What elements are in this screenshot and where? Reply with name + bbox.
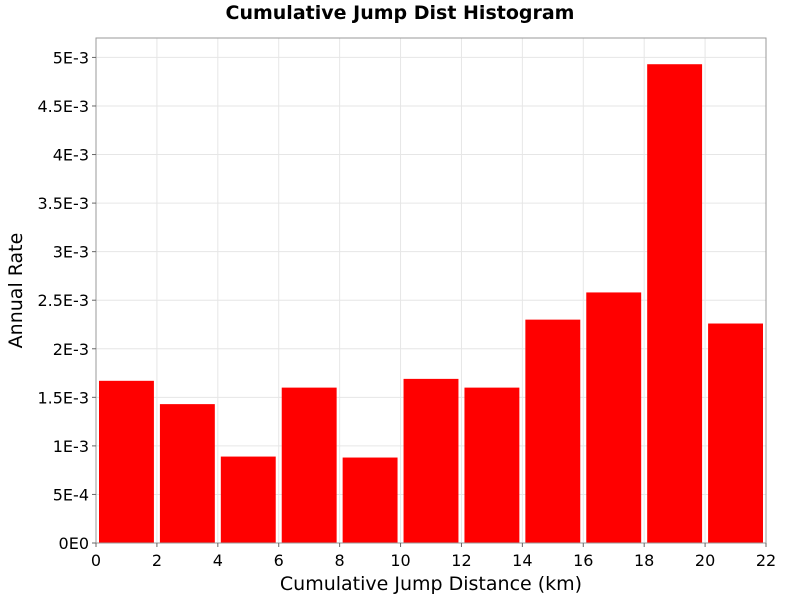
x-axis-ticks: 0 2 4 6 8 10 12 14 16 18 20 22 xyxy=(91,543,776,570)
y-tick-label: 3.5E-3 xyxy=(37,194,89,213)
x-tick-label: 6 xyxy=(274,551,284,570)
y-tick-label: 2.5E-3 xyxy=(37,291,89,310)
y-tick-label: 5E-4 xyxy=(53,485,89,504)
bars xyxy=(99,64,763,543)
y-tick-label: 5E-3 xyxy=(53,48,89,67)
y-tick-label: 3E-3 xyxy=(53,243,89,262)
histogram-bar xyxy=(99,380,154,543)
histogram-bar xyxy=(220,456,276,543)
x-tick-label: 2 xyxy=(152,551,162,570)
histogram-bar xyxy=(159,404,215,543)
histogram-bar xyxy=(525,319,581,543)
x-tick-label: 16 xyxy=(573,551,593,570)
x-tick-label: 4 xyxy=(213,551,223,570)
y-tick-label: 4E-3 xyxy=(53,146,89,165)
histogram-bar xyxy=(281,387,337,543)
x-tick-label: 14 xyxy=(512,551,532,570)
x-tick-label: 10 xyxy=(390,551,410,570)
x-tick-label: 8 xyxy=(335,551,345,570)
x-tick-label: 18 xyxy=(634,551,654,570)
y-tick-label: 4.5E-3 xyxy=(37,97,89,116)
y-tick-label: 1.5E-3 xyxy=(37,388,89,407)
y-axis-ticks: 0E0 5E-4 1E-3 1.5E-3 2E-3 2.5E-3 3E-3 3.5E-3 4E-… xyxy=(37,48,96,553)
y-tick-label: 1E-3 xyxy=(53,437,89,456)
histogram-bar xyxy=(708,323,763,543)
y-tick-label: 0E0 xyxy=(59,534,89,553)
chart-title: Cumulative Jump Dist Histogram xyxy=(225,2,575,24)
x-axis-label: Cumulative Jump Distance (km) xyxy=(280,573,582,595)
plot-frame xyxy=(95,37,767,544)
x-tick-label: 20 xyxy=(695,551,715,570)
histogram-bar xyxy=(586,292,642,543)
y-tick-label: 2E-3 xyxy=(53,340,89,359)
y-axis-label: Annual Rate xyxy=(5,233,27,349)
histogram-bar xyxy=(647,64,703,543)
histogram-bar xyxy=(403,378,459,543)
histogram-bar xyxy=(464,387,520,543)
x-tick-label: 12 xyxy=(451,551,471,570)
histogram-bar xyxy=(342,457,398,543)
x-tick-label: 22 xyxy=(756,551,776,570)
x-tick-label: 0 xyxy=(91,551,101,570)
